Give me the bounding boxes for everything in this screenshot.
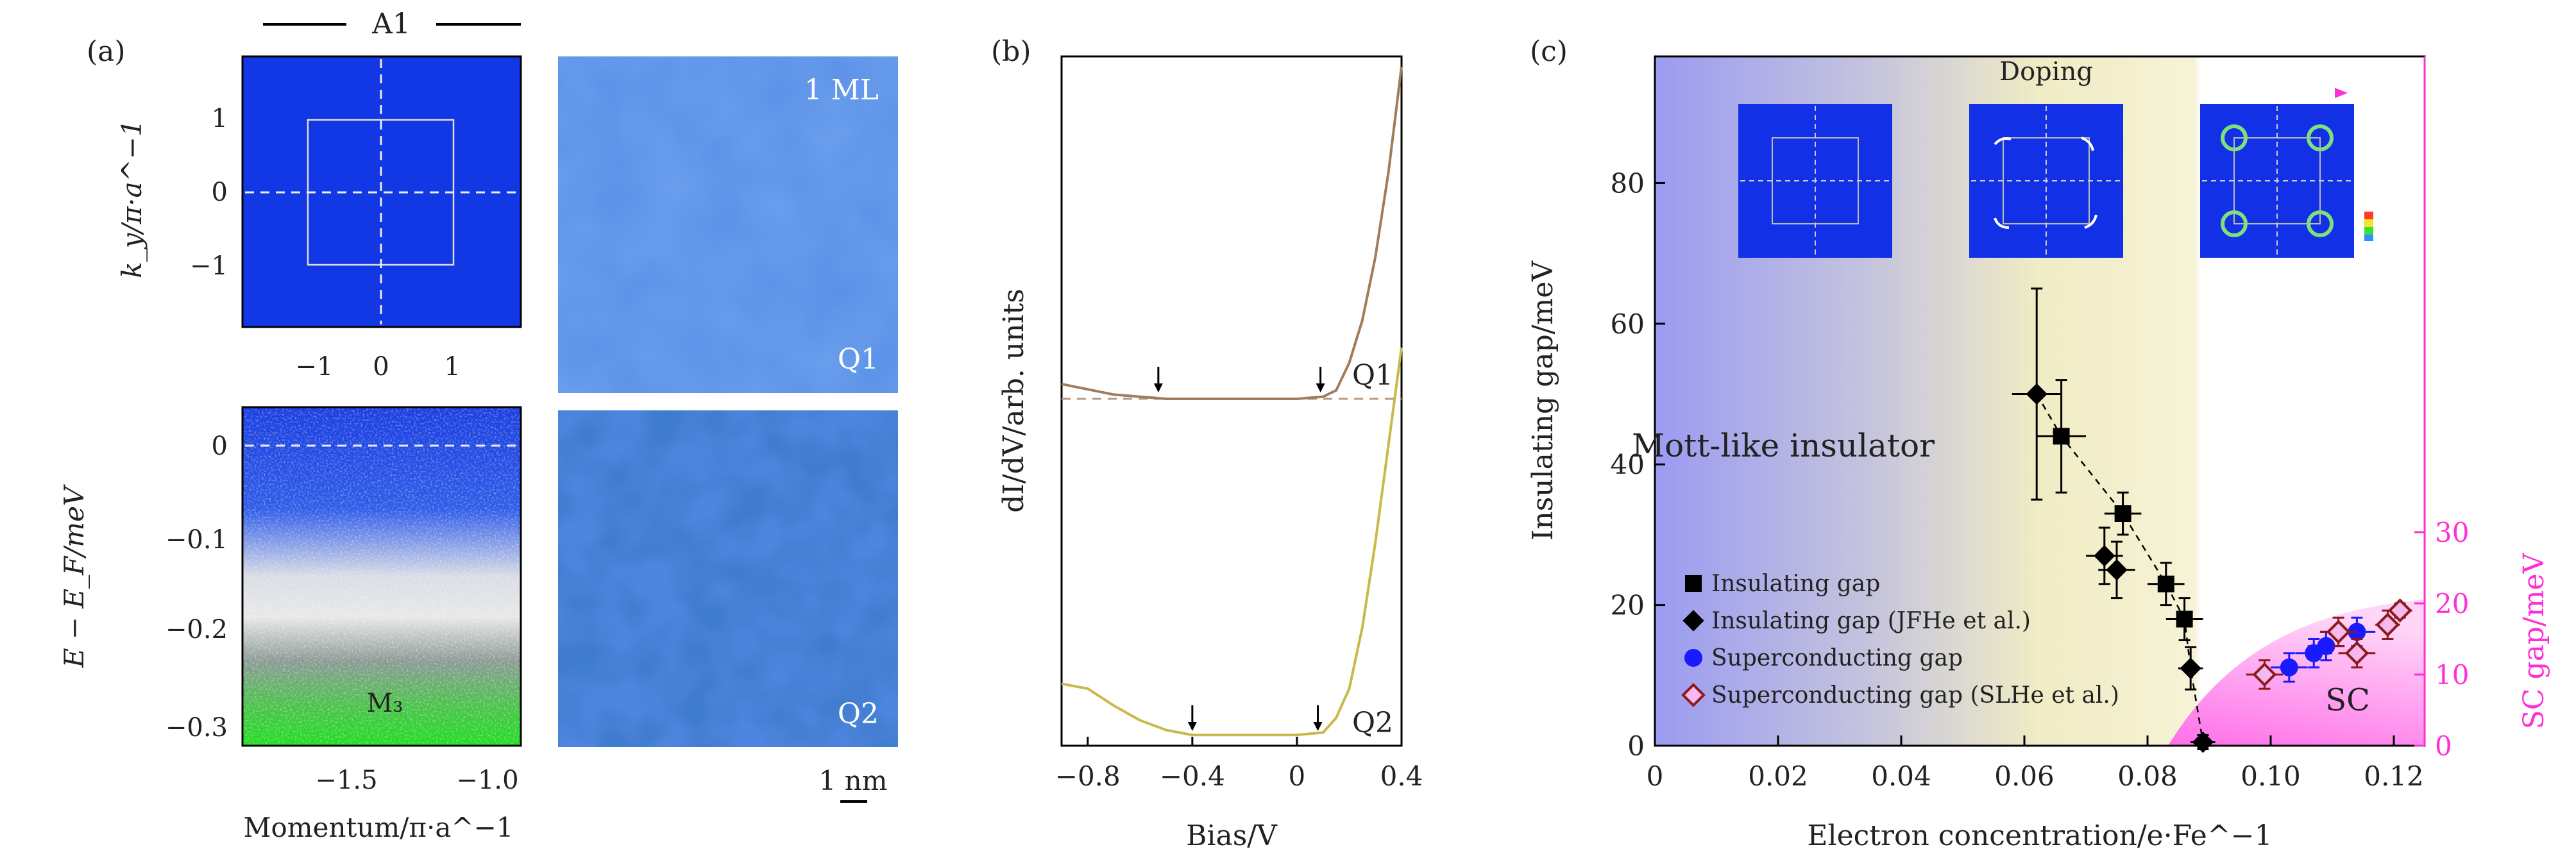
c-ytick-right-label-3: 30 xyxy=(2435,517,2469,548)
b-xtick-label-2: 0 xyxy=(1289,760,1306,792)
arpes-band-label: M₃ xyxy=(367,689,403,718)
scale-bar-label: 1 nm xyxy=(819,765,888,796)
panel-c-ylabel-left: Insulating gap/meV xyxy=(1527,260,1559,541)
data-point-2-2 xyxy=(2317,637,2335,655)
legend-marker-1 xyxy=(1682,610,1704,632)
panel-b-label: (b) xyxy=(991,35,1031,68)
gap-arrowhead-q2-1 xyxy=(1313,722,1323,731)
arpes-xtick-1: −1.0 xyxy=(456,766,518,795)
b-xtick-label-1: −0.4 xyxy=(1160,760,1225,792)
legend-marker-0 xyxy=(1685,575,1702,592)
q1-curve-label: Q1 xyxy=(1352,359,1393,392)
data-point-3-0 xyxy=(2252,662,2277,687)
region-sc-label: SC xyxy=(2325,682,2370,718)
arpes-noise xyxy=(244,408,520,744)
c-xtick-label-6: 0.12 xyxy=(2364,760,2424,792)
inset-doped xyxy=(2200,104,2373,258)
data-point-1-1 xyxy=(2094,545,2115,567)
map-xtick-1: 0 xyxy=(373,352,389,382)
c-ytick-right-label-2: 20 xyxy=(2435,588,2469,619)
panel-b-ylabel: dI/dV/arb. units xyxy=(997,289,1030,513)
panel-b-frame xyxy=(1060,55,1403,747)
legend-label-3: Superconducting gap (SLHe et al.) xyxy=(1711,682,2119,709)
insulating-trend-dash xyxy=(2036,393,2204,743)
c-ytick-right-label-1: 10 xyxy=(2435,659,2469,691)
stm-q2-label: Q2 xyxy=(838,698,879,730)
arpes-ytick-3: −0.3 xyxy=(165,713,228,743)
c-ytick-label-1: 20 xyxy=(1611,590,1645,621)
gap-arrowhead-q2-0 xyxy=(1187,722,1197,731)
arpes-xlabel: Momentum/π·a^−1 xyxy=(243,812,513,843)
legend-label-1: Insulating gap (JFHe et al.) xyxy=(1711,608,2031,634)
data-point-3-3 xyxy=(2375,612,2400,637)
map-xtick-0: −1 xyxy=(296,352,334,382)
map-ytick-1: 0 xyxy=(212,178,228,207)
arpes-ytick-2: −0.2 xyxy=(165,615,228,644)
data-point-3-2 xyxy=(2344,641,2369,666)
panel-c-xlabel: Electron concentration/e·Fe^−1 xyxy=(1807,819,2272,852)
b-xtick-label-0: −0.8 xyxy=(1055,760,1121,792)
gap-arrowhead-q1-1 xyxy=(1316,383,1325,392)
c-xtick-label-3: 0.06 xyxy=(1994,760,2055,792)
c-ytick-label-2: 40 xyxy=(1611,449,1645,480)
curve-q2 xyxy=(1061,347,1403,737)
a1-title: A1 xyxy=(371,8,411,40)
c-xtick-label-0: 0 xyxy=(1647,760,1664,792)
stm-q1-label: Q1 xyxy=(838,343,879,376)
data-point-0-1 xyxy=(2114,505,2131,523)
c-ytick-label-4: 80 xyxy=(1611,167,1645,199)
arpes-ytick-1: −0.1 xyxy=(165,525,228,555)
data-point-3-1 xyxy=(2326,619,2351,644)
data-point-2-0 xyxy=(2280,658,2298,676)
c-xtick-label-4: 0.08 xyxy=(2117,760,2178,792)
c-xtick-label-2: 0.04 xyxy=(1871,760,1931,792)
legend-marker-2 xyxy=(1684,649,1702,667)
inset-middle xyxy=(1969,104,2123,258)
legend-label-2: Superconducting gap xyxy=(1711,645,1963,671)
c-ytick-label-0: 0 xyxy=(1627,730,1645,762)
legend-marker-3 xyxy=(1681,683,1706,707)
c-xtick-label-1: 0.02 xyxy=(1748,760,1808,792)
panel-a-label: (a) xyxy=(87,35,126,68)
c-ytick-right-label-0: 0 xyxy=(2435,730,2452,762)
arpes-ytick-0: 0 xyxy=(212,432,228,461)
panel-b-xlabel: Bias/V xyxy=(1186,819,1278,852)
curve-q1 xyxy=(1061,66,1403,400)
data-point-1-4 xyxy=(2192,731,2214,753)
panel-c: (c) Doping xyxy=(1527,35,2550,852)
map-ylabel: k_y/π·a^−1 xyxy=(116,119,148,278)
data-point-0-2 xyxy=(2157,575,2174,592)
data-point-1-2 xyxy=(2106,559,2128,581)
stm-texture-q1 xyxy=(558,56,898,393)
legend-label-0: Insulating gap xyxy=(1711,571,1880,597)
data-point-3-4 xyxy=(2387,598,2412,623)
doping-arrowhead xyxy=(2335,88,2348,98)
region-mott-label: Mott-like insulator xyxy=(1632,427,1935,464)
panel-a: (a) A1 −1 0 1 1 0 −1 k_y/π·a^−1 M₃ −1.5 … xyxy=(58,8,898,843)
panel-b: (b) Q1 Q2 −0.8 −0.4 0 0.4 dI/dV/arb. units … xyxy=(991,35,1423,852)
doping-label: Doping xyxy=(1999,57,2093,87)
stm-texture-q2 xyxy=(558,410,898,747)
gap-arrowhead-q1-0 xyxy=(1153,383,1163,392)
c-ytick-label-3: 60 xyxy=(1611,308,1645,340)
inset-undoped xyxy=(1738,104,1892,258)
map-xtick-2: 1 xyxy=(444,352,460,382)
panel-c-ylabel-right: SC gap/meV xyxy=(2518,552,2550,729)
map-ytick-2: −1 xyxy=(190,251,228,281)
arpes-xtick-0: −1.5 xyxy=(315,766,377,795)
stm-film-label: 1 ML xyxy=(804,74,879,106)
b-xtick-label-3: 0.4 xyxy=(1380,760,1423,792)
panel-c-label: (c) xyxy=(1530,35,1568,68)
q2-curve-label: Q2 xyxy=(1352,707,1393,739)
arpes-ylabel: E − E_F/meV xyxy=(58,484,90,668)
c-xtick-label-5: 0.10 xyxy=(2241,760,2301,792)
map-ytick-0: 1 xyxy=(212,104,228,133)
data-point-1-3 xyxy=(2180,657,2201,680)
